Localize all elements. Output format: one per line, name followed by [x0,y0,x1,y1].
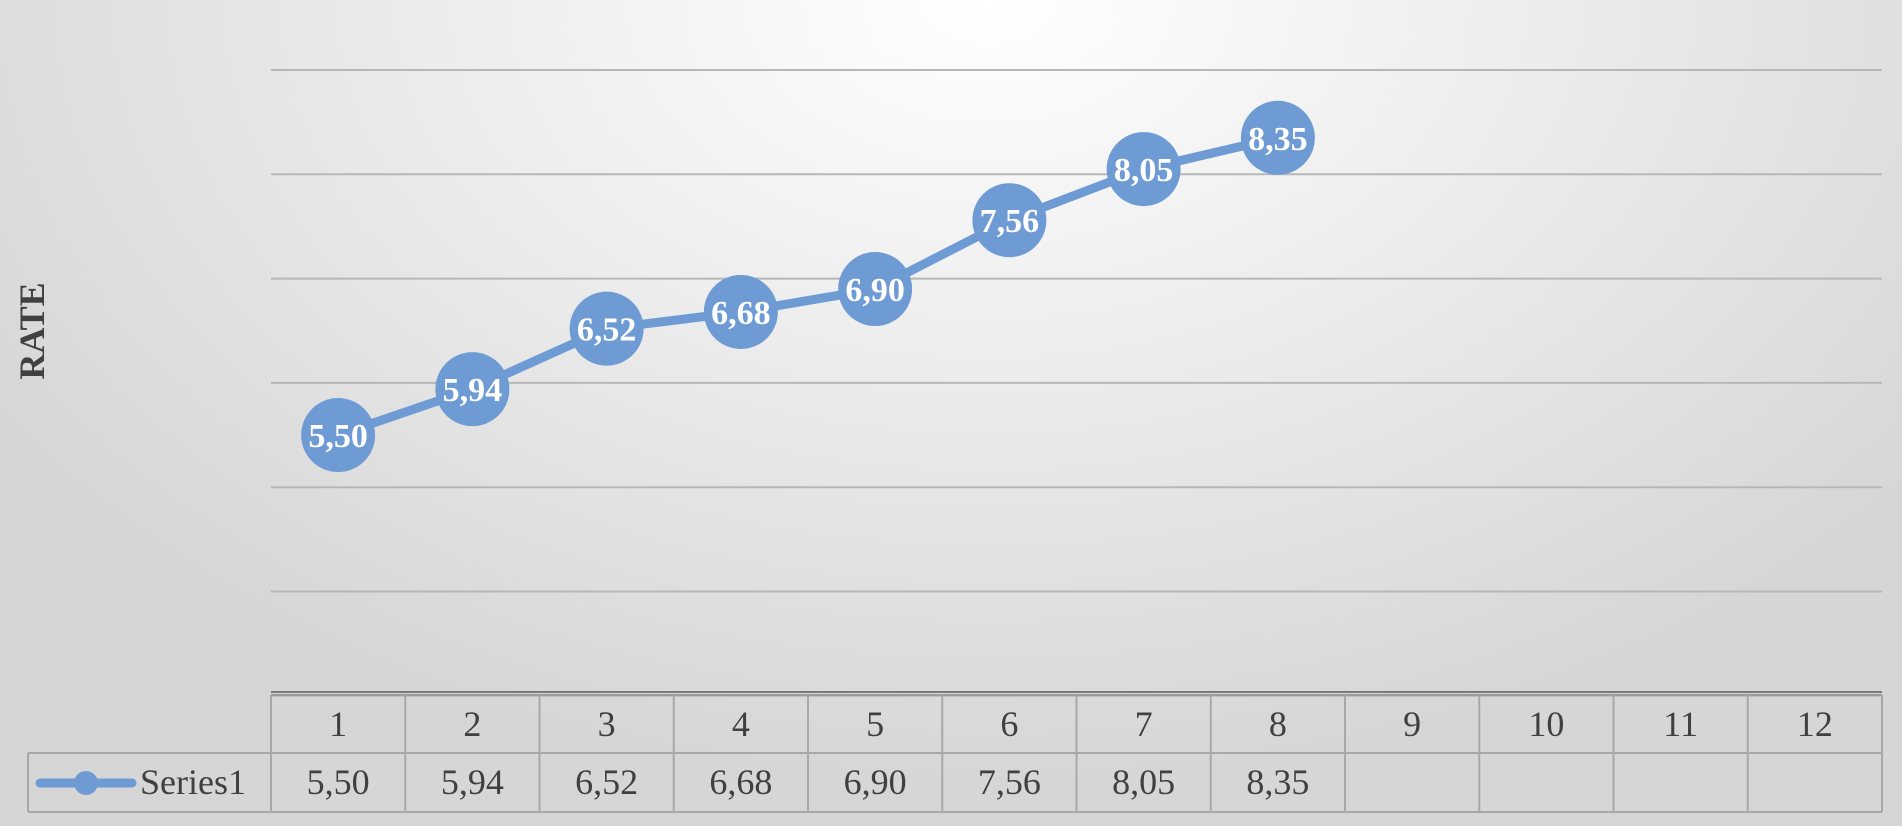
data-label: 6,68 [711,295,771,332]
table-cell: 8,05 [1112,762,1175,802]
gridlines [271,69,1882,697]
table-cell: 7,56 [978,762,1041,802]
x-tick-label: 3 [598,704,616,744]
data-label: 5,50 [308,418,368,455]
x-tick-label: 5 [866,704,884,744]
table-cell: 6,68 [709,762,772,802]
x-tick-label: 12 [1797,704,1833,744]
data-point [838,252,913,327]
table-cell: 6,52 [575,762,638,802]
data-point [703,274,778,349]
data-point [972,183,1047,258]
data-point [569,291,644,366]
data-label: 8,05 [1114,152,1174,189]
x-tick-label: 8 [1269,704,1287,744]
x-tick-label: 6 [1000,704,1018,744]
table-cell: 6,90 [844,762,907,802]
x-tick-label: 2 [463,704,481,744]
table-cell: 5,50 [307,762,370,802]
x-tick-label: 9 [1403,704,1421,744]
data-table: 1 5,50 2 5,94 3 6,52 4 6,68 5 6,90 6 7,56 7 8,05 8 8,35… [27,691,1883,813]
data-label: 5,94 [443,372,503,409]
table-cell: 5,94 [441,762,504,802]
legend-label: Series1 [140,762,246,802]
x-tick-label: 10 [1528,704,1564,744]
data-label: 6,52 [577,312,637,349]
data-label: 7,56 [980,203,1040,240]
x-tick-label: 11 [1663,704,1698,744]
y-axis-label: RATE [12,282,52,379]
data-point [435,352,510,427]
table-cell: 8,35 [1246,762,1309,802]
data-point [1240,100,1315,175]
plot-area: 5,50 5,94 6,52 6,68 6,90 7,56 8,05 8,35 [301,100,1315,473]
x-tick-label: 7 [1135,704,1153,744]
legend-dot-marker [74,771,98,795]
data-point [1106,132,1181,207]
x-tick-label: 1 [329,704,347,744]
data-label: 6,90 [845,272,905,309]
data-label: 8,35 [1248,121,1308,158]
x-tick-label: 4 [732,704,750,744]
data-point [301,398,376,473]
